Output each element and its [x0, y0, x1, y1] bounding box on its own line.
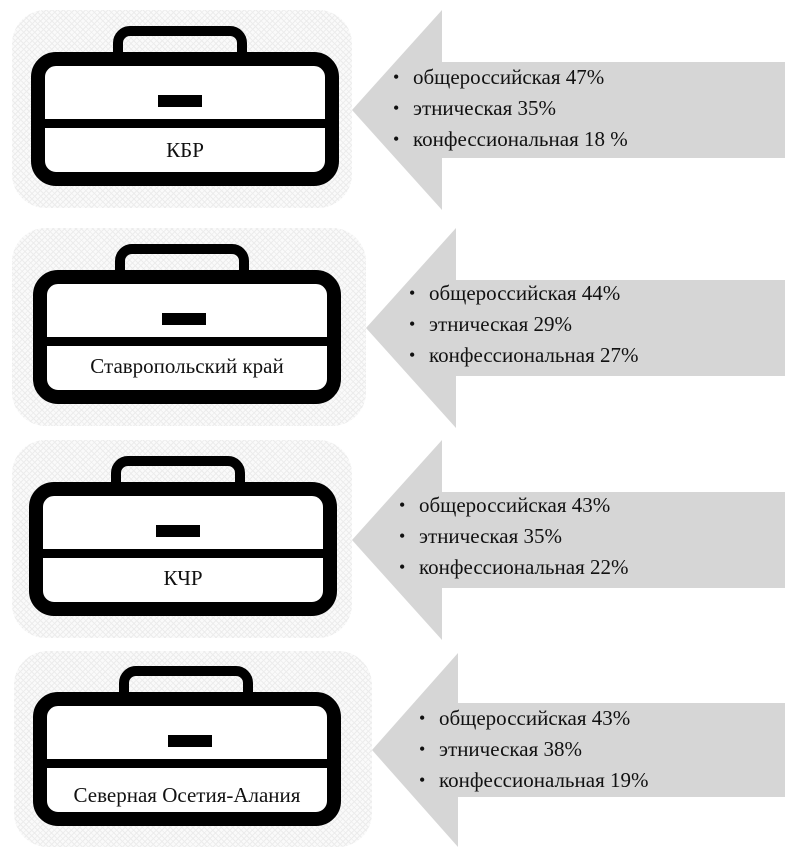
- list-item: общероссийская 47%: [393, 62, 628, 93]
- list-item: конфессиональная 18 %: [393, 124, 628, 155]
- briefcase-icon: [29, 456, 337, 616]
- list-item: общероссийская 44%: [409, 278, 638, 309]
- list-item: этническая 38%: [419, 734, 648, 765]
- list-item: этническая 29%: [409, 309, 638, 340]
- identity-list: общероссийская 47% этническая 35% конфес…: [393, 62, 628, 155]
- list-item: общероссийская 43%: [419, 703, 648, 734]
- identity-list: общероссийская 44% этническая 29% конфес…: [409, 278, 638, 371]
- list-item: этническая 35%: [393, 93, 628, 124]
- panel-north-ossetia: Северная Осетия-Алания общероссийская 43…: [0, 635, 785, 847]
- list-item: этническая 35%: [399, 521, 628, 552]
- identity-list: общероссийская 43% этническая 38% конфес…: [419, 703, 648, 796]
- list-item: конфессиональная 27%: [409, 340, 638, 371]
- list-item: общероссийская 43%: [399, 490, 628, 521]
- panel-kbr: КБР общероссийская 47% этническая 35% ко…: [0, 0, 785, 212]
- list-item: конфессиональная 19%: [419, 765, 648, 796]
- briefcase-icon: [33, 666, 341, 826]
- panel-kchr: КЧР общероссийская 43% этническая 35% ко…: [0, 430, 785, 642]
- identity-list: общероссийская 43% этническая 35% конфес…: [399, 490, 628, 583]
- list-item: конфессиональная 22%: [399, 552, 628, 583]
- briefcase-icon: [31, 26, 339, 186]
- region-label: КБР: [166, 138, 204, 162]
- panel-stavropol: Ставропольский край общероссийская 44% э…: [0, 218, 785, 430]
- region-label: КЧР: [163, 566, 203, 590]
- briefcase-icon: [33, 244, 341, 404]
- region-label: Ставропольский край: [90, 354, 284, 378]
- region-label: Северная Осетия-Алания: [73, 783, 301, 807]
